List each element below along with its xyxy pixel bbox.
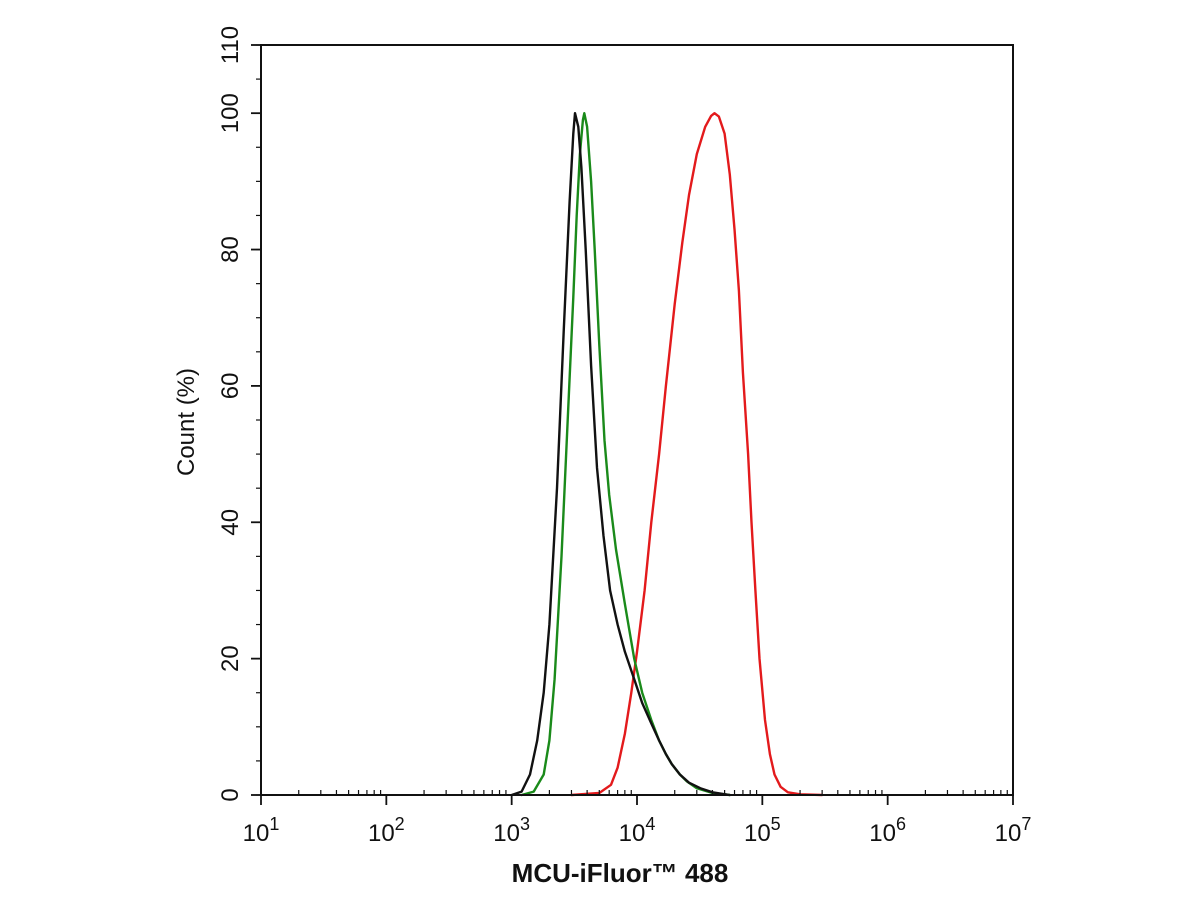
x-tick-label: 107 — [995, 814, 1032, 847]
y-tick-label: 110 — [217, 26, 244, 64]
x-tick-label: 102 — [368, 814, 405, 847]
y-tick-label: 100 — [217, 93, 244, 133]
x-tick-label: 106 — [869, 814, 906, 847]
series-line-3 — [510, 111, 731, 797]
y-axis-title: Count (%) — [173, 368, 200, 476]
series-layer — [510, 111, 824, 797]
x-tick-label: 105 — [744, 814, 781, 847]
y-tick-label: 60 — [217, 373, 244, 400]
x-axis-ticks: 101 102 103 104 105 106 107 — [243, 795, 1032, 847]
y-tick-label: 20 — [217, 645, 244, 672]
x-tick-label: 103 — [493, 814, 530, 847]
x-tick-label: 101 — [243, 814, 280, 847]
x-tick-label: 104 — [619, 814, 656, 847]
series-line-1 — [570, 111, 824, 797]
y-tick-label: 0 — [217, 788, 244, 801]
series-line-2 — [520, 111, 731, 797]
plot-area-frame — [260, 44, 1014, 796]
y-tick-label: 40 — [217, 509, 244, 536]
y-tick-label: 80 — [217, 236, 244, 263]
y-axis-ticks: 0 20 40 60 80 100 110 — [217, 26, 261, 802]
x-axis-title: MCU-iFluor™ 488 — [512, 858, 729, 888]
